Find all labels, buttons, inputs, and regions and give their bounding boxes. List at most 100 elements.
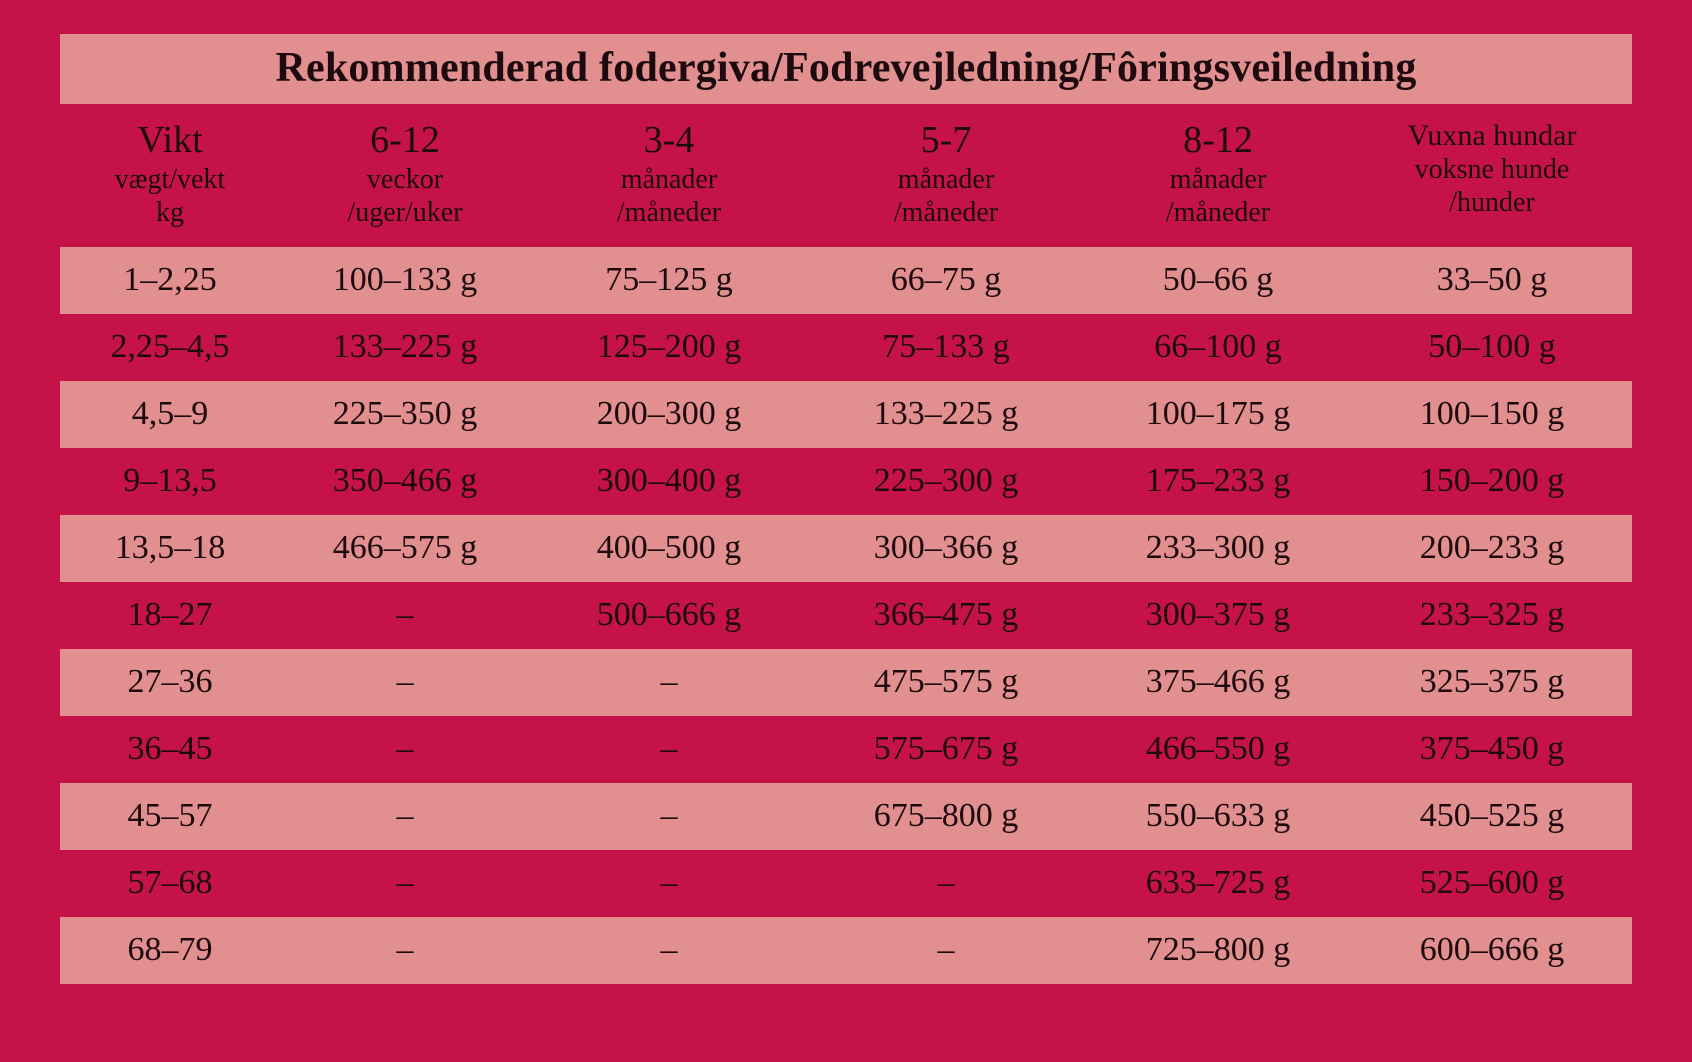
column-headers: Vikt vægt/vekt kg 6-12 veckor /uger/uker… xyxy=(60,104,1632,247)
table-cell: 233–325 g xyxy=(1352,596,1632,634)
col-header-line1: 8-12 xyxy=(1084,118,1352,163)
table-cell: – xyxy=(530,797,808,835)
table-cell: 633–725 g xyxy=(1084,864,1352,902)
table-cell: 350–466 g xyxy=(280,462,530,500)
table-cell: 366–475 g xyxy=(808,596,1084,634)
table-cell: 133–225 g xyxy=(280,328,530,366)
table-body: 1–2,25100–133 g75–125 g66–75 g50–66 g33–… xyxy=(60,247,1632,984)
table-cell: 2,25–4,5 xyxy=(60,328,280,366)
table-cell: 175–233 g xyxy=(1084,462,1352,500)
col-header-adult: Vuxna hundar voksne hunde /hunder xyxy=(1352,118,1632,229)
table-cell: 225–300 g xyxy=(808,462,1084,500)
table-cell: 233–300 g xyxy=(1084,529,1352,567)
col-header-line1: 6-12 xyxy=(280,118,530,163)
col-header-line1: Vikt xyxy=(60,118,280,163)
table-cell: – xyxy=(530,730,808,768)
table-cell: 100–133 g xyxy=(280,261,530,299)
table-cell: 50–66 g xyxy=(1084,261,1352,299)
col-header-line3: /hunder xyxy=(1352,186,1632,219)
table-cell: 200–233 g xyxy=(1352,529,1632,567)
table-row: 57–68–––633–725 g525–600 g xyxy=(60,850,1632,917)
table-title: Rekommenderad fodergiva/Fodrevejledning/… xyxy=(60,34,1632,104)
col-header-3-4-months: 3-4 månader /måneder xyxy=(530,118,808,229)
table-cell: 13,5–18 xyxy=(60,529,280,567)
table-cell: 100–175 g xyxy=(1084,395,1352,433)
table-cell: – xyxy=(280,864,530,902)
table-cell: 75–125 g xyxy=(530,261,808,299)
table-cell: 300–400 g xyxy=(530,462,808,500)
table-cell: 33–50 g xyxy=(1352,261,1632,299)
table-row: 27–36––475–575 g375–466 g325–375 g xyxy=(60,649,1632,716)
col-header-line1: 3-4 xyxy=(530,118,808,163)
col-header-line3: /uger/uker xyxy=(280,196,530,229)
col-header-line3: kg xyxy=(60,196,280,229)
col-header-weight: Vikt vægt/vekt kg xyxy=(60,118,280,229)
table-row: 18–27–500–666 g366–475 g300–375 g233–325… xyxy=(60,582,1632,649)
table-cell: – xyxy=(280,730,530,768)
table-cell: 200–300 g xyxy=(530,395,808,433)
col-header-line3: /måneder xyxy=(1084,196,1352,229)
table-cell: 325–375 g xyxy=(1352,663,1632,701)
table-cell: 675–800 g xyxy=(808,797,1084,835)
table-cell: 150–200 g xyxy=(1352,462,1632,500)
table-cell: 575–675 g xyxy=(808,730,1084,768)
table-cell: – xyxy=(280,663,530,701)
table-cell: 27–36 xyxy=(60,663,280,701)
table-cell: 725–800 g xyxy=(1084,931,1352,969)
table-cell: 133–225 g xyxy=(808,395,1084,433)
table-cell: 4,5–9 xyxy=(60,395,280,433)
table-cell: 300–366 g xyxy=(808,529,1084,567)
table-row: 45–57––675–800 g550–633 g450–525 g xyxy=(60,783,1632,850)
col-header-line2: voksne hunde xyxy=(1352,153,1632,186)
table-cell: 550–633 g xyxy=(1084,797,1352,835)
table-cell: 66–75 g xyxy=(808,261,1084,299)
table-cell: 475–575 g xyxy=(808,663,1084,701)
table-cell: – xyxy=(280,797,530,835)
col-header-8-12-months: 8-12 månader /måneder xyxy=(1084,118,1352,229)
col-header-5-7-months: 5-7 månader /måneder xyxy=(808,118,1084,229)
table-row: 13,5–18466–575 g400–500 g300–366 g233–30… xyxy=(60,515,1632,582)
table-cell: 45–57 xyxy=(60,797,280,835)
table-row: 4,5–9225–350 g200–300 g133–225 g100–175 … xyxy=(60,381,1632,448)
table-cell: 375–466 g xyxy=(1084,663,1352,701)
table-cell: – xyxy=(530,663,808,701)
table-cell: – xyxy=(808,864,1084,902)
table-cell: 450–525 g xyxy=(1352,797,1632,835)
table-cell: 466–575 g xyxy=(280,529,530,567)
table-cell: – xyxy=(280,931,530,969)
table-cell: 66–100 g xyxy=(1084,328,1352,366)
table-row: 36–45––575–675 g466–550 g375–450 g xyxy=(60,716,1632,783)
table-cell: 36–45 xyxy=(60,730,280,768)
table-cell: 400–500 g xyxy=(530,529,808,567)
col-header-line2: vægt/vekt xyxy=(60,163,280,196)
col-header-line2: månader xyxy=(808,163,1084,196)
table-cell: 9–13,5 xyxy=(60,462,280,500)
table-cell: – xyxy=(280,596,530,634)
feeding-table-container: Rekommenderad fodergiva/Fodrevejledning/… xyxy=(0,0,1692,1018)
table-cell: – xyxy=(808,931,1084,969)
col-header-6-12-weeks: 6-12 veckor /uger/uker xyxy=(280,118,530,229)
table-cell: 300–375 g xyxy=(1084,596,1352,634)
table-cell: – xyxy=(530,931,808,969)
table-cell: – xyxy=(530,864,808,902)
table-row: 2,25–4,5133–225 g125–200 g75–133 g66–100… xyxy=(60,314,1632,381)
table-cell: 50–100 g xyxy=(1352,328,1632,366)
table-cell: 1–2,25 xyxy=(60,261,280,299)
table-cell: 125–200 g xyxy=(530,328,808,366)
col-header-line2: månader xyxy=(530,163,808,196)
table-cell: 57–68 xyxy=(60,864,280,902)
table-cell: 600–666 g xyxy=(1352,931,1632,969)
table-cell: 18–27 xyxy=(60,596,280,634)
table-cell: 500–666 g xyxy=(530,596,808,634)
table-row: 9–13,5350–466 g300–400 g225–300 g175–233… xyxy=(60,448,1632,515)
table-cell: 466–550 g xyxy=(1084,730,1352,768)
table-row: 68–79–––725–800 g600–666 g xyxy=(60,917,1632,984)
col-header-line1: 5-7 xyxy=(808,118,1084,163)
col-header-line3: /måneder xyxy=(808,196,1084,229)
col-header-line2: veckor xyxy=(280,163,530,196)
table-cell: 375–450 g xyxy=(1352,730,1632,768)
table-cell: 75–133 g xyxy=(808,328,1084,366)
col-header-line1: Vuxna hundar xyxy=(1352,118,1632,153)
table-cell: 100–150 g xyxy=(1352,395,1632,433)
table-cell: 225–350 g xyxy=(280,395,530,433)
